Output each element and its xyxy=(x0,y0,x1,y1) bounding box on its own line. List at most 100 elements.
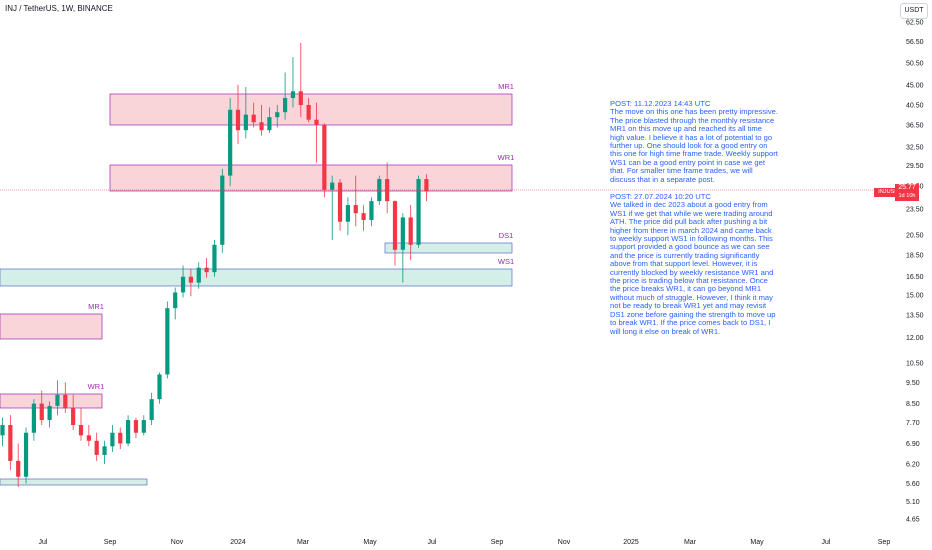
candle xyxy=(408,205,413,261)
price-tick: 62.50 xyxy=(906,20,924,27)
price-tick: 13.50 xyxy=(906,313,924,320)
time-label: May xyxy=(750,539,764,546)
time-label: Nov xyxy=(171,539,184,546)
price-tick: 56.50 xyxy=(906,39,924,46)
candle xyxy=(330,175,335,240)
time-label: Jul xyxy=(822,539,831,546)
candle xyxy=(306,98,311,123)
candle xyxy=(392,200,398,266)
current-symbol-label: INJUSDT xyxy=(874,188,906,197)
symbol-title[interactable]: INJ / TetherUS, 1W, BINANCE xyxy=(5,4,113,13)
zone-mr1[interactable] xyxy=(0,313,103,340)
candle xyxy=(337,179,343,231)
candle xyxy=(424,174,429,202)
price-tick: 7.70 xyxy=(906,420,920,427)
zone-mr1[interactable] xyxy=(109,93,513,126)
candle xyxy=(235,84,241,145)
candle xyxy=(149,392,154,426)
candle xyxy=(298,43,303,118)
candle xyxy=(23,427,29,484)
candle xyxy=(385,162,390,214)
candle xyxy=(102,440,107,464)
zones-layer: MR1 WR1 DS1 WS1 MR1 WR1 xyxy=(0,82,515,486)
zone-label: WS1 xyxy=(498,257,514,266)
candle xyxy=(188,268,193,297)
zone-label: WR1 xyxy=(88,382,105,391)
candles-layer xyxy=(0,43,429,487)
price-tick: 50.50 xyxy=(906,60,924,67)
time-label: May xyxy=(363,539,377,546)
time-label: Nov xyxy=(558,539,571,546)
time-label: Sep xyxy=(104,539,117,546)
candle xyxy=(267,107,272,133)
time-label: Sep xyxy=(878,539,891,546)
candle xyxy=(377,175,382,206)
zone-wr1[interactable] xyxy=(109,164,513,192)
candle xyxy=(353,175,358,227)
candle xyxy=(361,205,366,231)
candle xyxy=(78,408,84,441)
zone-ws1[interactable] xyxy=(0,268,513,287)
price-tick: 36.50 xyxy=(906,122,924,129)
price-tick: 32.50 xyxy=(906,145,924,152)
time-label: 2025 xyxy=(623,539,639,546)
candle xyxy=(196,262,201,289)
price-tick: 6.20 xyxy=(906,461,920,468)
price-tick: 16.50 xyxy=(906,274,924,281)
price-tick: 5.10 xyxy=(906,499,920,506)
candle xyxy=(47,401,52,428)
zone-ds1[interactable] xyxy=(384,242,513,254)
current-price-value: 25.77 xyxy=(898,184,916,191)
price-tick: 40.50 xyxy=(906,102,924,109)
note-post-1: POST: 11.12.2023 14:43 UTC The move on t… xyxy=(610,99,778,184)
candle xyxy=(322,123,327,198)
price-tick: 29.50 xyxy=(906,163,924,170)
time-label: Jul xyxy=(428,539,437,546)
candle xyxy=(126,415,131,447)
candle xyxy=(345,197,350,236)
candle xyxy=(55,380,60,416)
candle xyxy=(110,425,115,453)
price-tick: 12.00 xyxy=(906,335,924,342)
zone-label: MR1 xyxy=(498,82,514,91)
candle xyxy=(369,197,374,227)
currency-button[interactable]: USDT xyxy=(900,3,928,19)
candle xyxy=(0,417,5,447)
candle xyxy=(71,394,76,431)
candle xyxy=(400,213,405,283)
price-tick: 4.65 xyxy=(906,517,920,524)
candle xyxy=(283,72,288,120)
price-tick: 9.50 xyxy=(906,380,920,387)
candle xyxy=(86,425,91,447)
candle xyxy=(39,390,44,426)
candle xyxy=(416,175,421,248)
candle xyxy=(173,287,178,320)
current-price-badge: 25.77 1d 10h xyxy=(895,184,919,201)
zone-label: DS1 xyxy=(499,231,514,240)
candle xyxy=(290,57,296,108)
time-label: 2024 xyxy=(230,539,246,546)
candle xyxy=(94,432,99,461)
time-label: Sep xyxy=(491,539,504,546)
note-post-2: POST: 27.07.2024 10:20 UTC We talked in … xyxy=(610,192,776,336)
bar-countdown: 1d 10h xyxy=(898,193,916,199)
candle xyxy=(133,417,139,439)
price-tick: 45.00 xyxy=(906,82,924,89)
candle xyxy=(31,399,36,441)
time-axis: Jul Sep Nov 2024 Mar May Jul Sep Nov 2025 Mar May Ju… xyxy=(39,539,891,546)
price-tick: 23.50 xyxy=(906,207,924,214)
candle xyxy=(204,257,209,278)
candle xyxy=(259,104,264,136)
candle xyxy=(275,104,280,128)
time-label: Mar xyxy=(297,539,310,546)
price-tick: 5.60 xyxy=(906,481,920,488)
zone-support-low[interactable] xyxy=(0,478,148,486)
price-tick: 10.50 xyxy=(906,361,924,368)
candle xyxy=(141,415,146,436)
price-tick: 15.00 xyxy=(906,292,924,299)
candle xyxy=(8,415,13,471)
zone-label: WR1 xyxy=(498,153,515,162)
candle xyxy=(228,98,233,187)
candle xyxy=(63,382,68,413)
